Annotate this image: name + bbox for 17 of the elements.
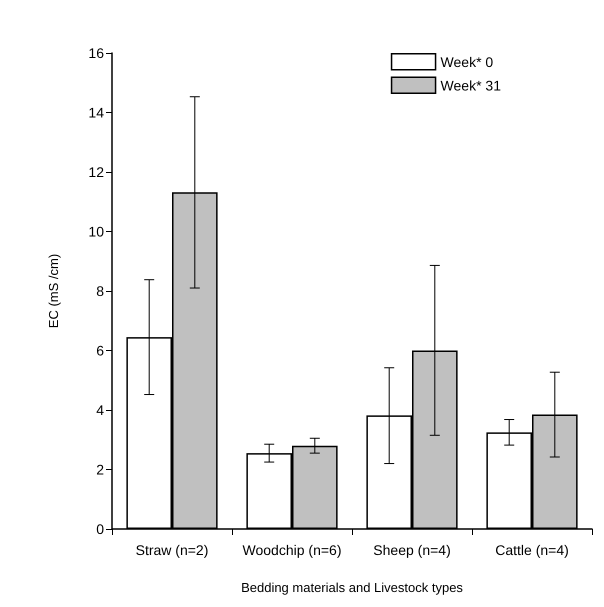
y-tick-label: 16: [88, 45, 104, 61]
y-tick-label: 0: [96, 521, 104, 537]
y-axis-title: EC (mS /cm): [46, 254, 61, 328]
legend-label: Week* 0: [440, 54, 494, 70]
x-tick-label: Sheep (n=4): [373, 542, 451, 558]
y-tick-label: 4: [96, 402, 104, 418]
y-tick-label: 14: [88, 104, 104, 120]
x-tick-label: Straw (n=2): [136, 542, 208, 558]
y-tick-label: 10: [88, 224, 104, 240]
y-tick-label: 2: [96, 462, 104, 478]
x-tick-label: Cattle (n=4): [495, 542, 569, 558]
y-tick-label: 6: [96, 342, 104, 358]
legend-label: Week* 31: [440, 77, 502, 94]
x-axis-title: Bedding materials and Livestock types: [241, 580, 464, 595]
y-tick-label: 12: [88, 164, 104, 180]
x-tick-label: Woodchip (n=6): [242, 542, 342, 558]
y-tick-label: 8: [96, 283, 104, 299]
